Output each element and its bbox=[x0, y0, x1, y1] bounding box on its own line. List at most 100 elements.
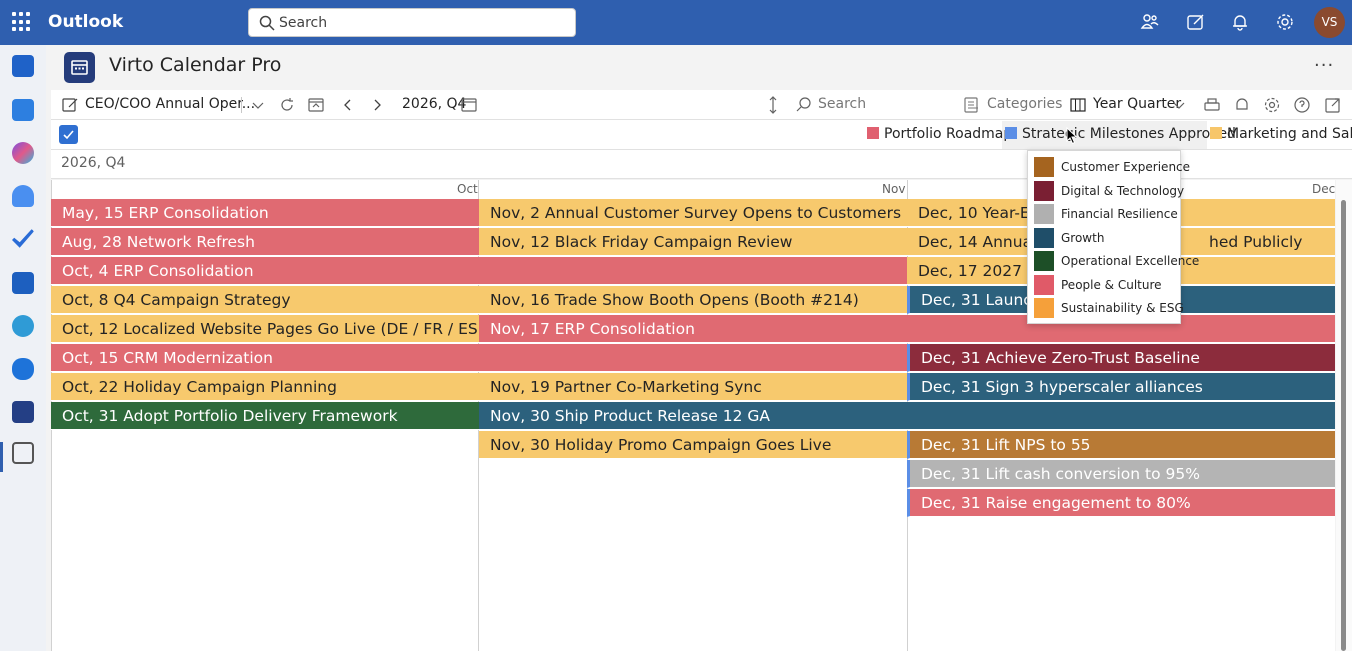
previous-icon[interactable] bbox=[339, 96, 357, 114]
timeline-scrollbar[interactable] bbox=[1336, 180, 1352, 651]
teams-icon[interactable] bbox=[1140, 12, 1160, 32]
view-selector[interactable]: Year Quarter bbox=[1093, 96, 1182, 112]
onedrive-icon[interactable] bbox=[12, 358, 34, 380]
gear-icon[interactable] bbox=[1275, 12, 1295, 32]
event-bar[interactable]: Nov, 30 Holiday Promo Campaign Goes Live bbox=[479, 431, 907, 459]
event-bar[interactable]: Nov, 16 Trade Show Booth Opens (Booth #2… bbox=[479, 286, 907, 314]
edit-calendar-icon[interactable] bbox=[61, 96, 79, 114]
people-icon[interactable] bbox=[12, 185, 34, 207]
period-selector[interactable]: 2026, Q4 bbox=[402, 96, 467, 112]
print-icon[interactable] bbox=[1203, 96, 1221, 114]
legend-swatch bbox=[1005, 127, 1017, 139]
open-external-icon[interactable] bbox=[1324, 96, 1342, 114]
category-swatch bbox=[1034, 204, 1054, 224]
category-label: Growth bbox=[1061, 231, 1105, 245]
virto-logo-icon bbox=[64, 52, 95, 83]
more-options-icon[interactable]: ··· bbox=[1314, 55, 1335, 76]
notes-icon[interactable] bbox=[1186, 12, 1206, 32]
event-bar[interactable]: Oct, 15 CRM Modernization bbox=[51, 344, 907, 372]
avatar[interactable]: VS bbox=[1314, 7, 1345, 38]
event-bar[interactable]: May, 15 ERP Consolidation bbox=[51, 199, 479, 227]
event-bar[interactable]: Oct, 31 Adopt Portfolio Delivery Framewo… bbox=[51, 402, 479, 430]
month-label: Dec bbox=[1312, 182, 1336, 196]
copilot-icon[interactable] bbox=[12, 142, 34, 164]
next-icon[interactable] bbox=[368, 96, 386, 114]
app-title: Virto Calendar Pro bbox=[109, 54, 282, 76]
event-search-input[interactable]: Search bbox=[818, 96, 867, 112]
event-bar[interactable]: Oct, 12 Localized Website Pages Go Live … bbox=[51, 315, 479, 343]
event-bar-label: Dec, 14 Annual C bbox=[918, 233, 1053, 251]
legend-label: Portfolio Roadmap bbox=[884, 126, 1013, 142]
search-icon bbox=[796, 97, 811, 112]
event-bar[interactable]: Dec, 31 Sign 3 hyperscaler alliances bbox=[907, 373, 1335, 401]
category-label: Financial Resilience bbox=[1061, 207, 1178, 221]
category-operational-excellence[interactable]: Operational Excellence bbox=[1034, 251, 1199, 271]
rail-selection-indicator bbox=[0, 442, 3, 472]
legend-marketing-sales[interactable]: Marketing and Sales bbox=[1210, 126, 1352, 142]
select-all-checkbox[interactable] bbox=[59, 125, 78, 144]
chevron-down-icon[interactable] bbox=[1170, 96, 1188, 114]
category-growth[interactable]: Growth bbox=[1034, 228, 1179, 248]
virto-calendar-icon[interactable] bbox=[12, 401, 34, 423]
app-rail bbox=[0, 45, 46, 651]
category-swatch bbox=[1034, 298, 1054, 318]
org-explorer-icon[interactable] bbox=[12, 315, 34, 337]
calendar-toolbar: CEO/COO Annual Oper... 2026, Q4 Search C… bbox=[51, 90, 1352, 120]
today-icon[interactable] bbox=[307, 96, 325, 114]
event-bar[interactable]: Dec, 31 Raise engagement to 80% bbox=[907, 489, 1335, 517]
search-placeholder: Search bbox=[279, 15, 328, 31]
event-bar[interactable]: Oct, 4 ERP Consolidation bbox=[51, 257, 907, 285]
search-icon bbox=[259, 15, 275, 31]
legend-strategic-milestones[interactable]: Strategic Milestones Approved bbox=[1005, 126, 1236, 142]
calendar-icon[interactable] bbox=[12, 99, 34, 121]
expand-collapse-icon[interactable] bbox=[764, 96, 782, 114]
event-bar[interactable]: Nov, 19 Partner Co-Marketing Sync bbox=[479, 373, 907, 401]
legend-swatch bbox=[867, 127, 879, 139]
event-bar[interactable]: Nov, 12 Black Friday Campaign Review bbox=[479, 228, 907, 256]
category-label: People & Culture bbox=[1061, 278, 1162, 292]
settings-icon[interactable] bbox=[1263, 96, 1281, 114]
todo-icon[interactable] bbox=[12, 229, 34, 248]
event-bar[interactable]: Nov, 17 ERP Consolidation bbox=[479, 315, 1335, 343]
period-label: 2026, Q4 bbox=[61, 155, 126, 171]
global-search-input[interactable]: Search bbox=[248, 8, 576, 37]
category-financial-resilience[interactable]: Financial Resilience bbox=[1034, 204, 1179, 224]
event-bar[interactable]: Aug, 28 Network Refresh bbox=[51, 228, 479, 256]
bell-icon[interactable] bbox=[1230, 12, 1250, 32]
checkmark-icon bbox=[63, 130, 74, 140]
event-bar[interactable]: Dec, 31 Achieve Zero-Trust Baseline bbox=[907, 344, 1335, 372]
chevron-down-icon[interactable] bbox=[249, 96, 267, 114]
bell-icon[interactable] bbox=[1233, 96, 1251, 114]
mail-icon[interactable] bbox=[12, 55, 34, 77]
calendar-selector[interactable]: CEO/COO Annual Oper... bbox=[85, 96, 256, 112]
event-bar[interactable]: Oct, 8 Q4 Campaign Strategy bbox=[51, 286, 479, 314]
refresh-icon[interactable] bbox=[278, 96, 296, 114]
date-picker-icon[interactable] bbox=[460, 96, 478, 114]
event-bar[interactable]: Nov, 2 Annual Customer Survey Opens to C… bbox=[479, 199, 907, 227]
outlook-top-bar: Outlook Search VS bbox=[0, 0, 1352, 45]
bookings-icon[interactable] bbox=[12, 272, 34, 294]
categories-dropdown: Customer Experience Digital & Technology… bbox=[1027, 150, 1199, 324]
categories-icon bbox=[964, 97, 978, 113]
month-label: Nov bbox=[882, 182, 906, 196]
app-launcher-icon[interactable] bbox=[12, 12, 32, 32]
category-people-culture[interactable]: People & Culture bbox=[1034, 275, 1179, 295]
event-bar[interactable]: Dec, 31 Lift cash conversion to 95% bbox=[907, 460, 1335, 488]
category-customer-experience[interactable]: Customer Experience bbox=[1034, 157, 1190, 177]
category-digital-technology[interactable]: Digital & Technology bbox=[1034, 181, 1184, 201]
categories-button[interactable]: Categories bbox=[987, 96, 1063, 112]
category-label: Digital & Technology bbox=[1061, 184, 1185, 198]
divider bbox=[241, 97, 242, 113]
legend-portfolio-roadmap[interactable]: Portfolio Roadmap bbox=[867, 126, 1012, 142]
scrollbar-thumb[interactable] bbox=[1341, 200, 1346, 651]
category-swatch bbox=[1034, 275, 1054, 295]
event-bar[interactable]: Oct, 22 Holiday Campaign Planning bbox=[51, 373, 479, 401]
category-sustainability-esg[interactable]: Sustainability & ESG bbox=[1034, 298, 1184, 318]
more-apps-icon[interactable] bbox=[12, 442, 34, 464]
help-icon[interactable] bbox=[1293, 96, 1311, 114]
event-bar-label-tail: hed Publicly bbox=[1209, 233, 1303, 251]
legend-label: Strategic Milestones Approved bbox=[1022, 126, 1236, 142]
event-bar[interactable]: Nov, 30 Ship Product Release 12 GA bbox=[479, 402, 1335, 430]
event-bar[interactable]: Dec, 31 Lift NPS to 55 bbox=[907, 431, 1335, 459]
outlook-brand[interactable]: Outlook bbox=[48, 12, 124, 32]
